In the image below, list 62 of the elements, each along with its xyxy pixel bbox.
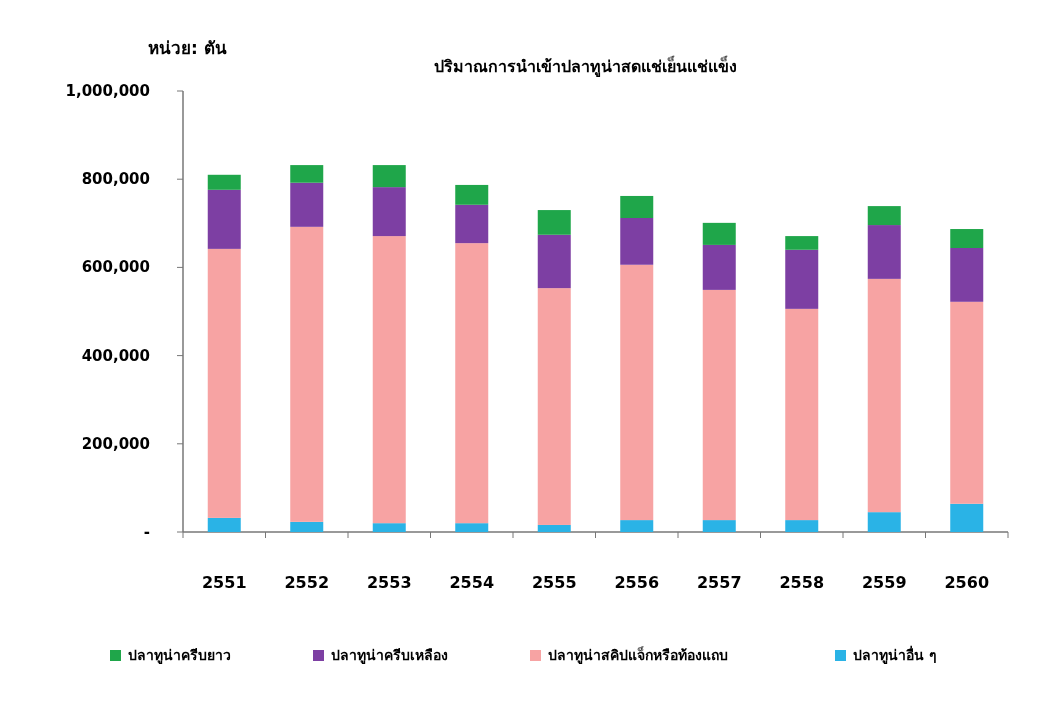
bar (785, 236, 819, 250)
bar (867, 512, 901, 532)
bar (537, 524, 571, 532)
bar (207, 517, 241, 532)
bar (950, 229, 984, 248)
x-tick-label: 2556 (614, 573, 660, 592)
bar (290, 182, 324, 227)
y-tick-label: 600,000 (81, 258, 150, 277)
bar (290, 165, 324, 183)
bar (372, 165, 406, 188)
bar (867, 225, 901, 279)
y-axis-title: หน่วย: ตัน (148, 38, 227, 58)
bar (372, 523, 406, 532)
bar (867, 278, 901, 513)
bar (702, 244, 736, 290)
bar (290, 521, 324, 532)
chart-title: ปริมาณการนำเข้าปลาทูน่าสดแช่เย็นแช่แข็ง (433, 55, 737, 78)
bar (455, 184, 489, 205)
x-tick-label: 2559 (861, 573, 907, 592)
y-tick-label: 800,000 (81, 170, 150, 189)
y-tick-label: - (143, 523, 150, 541)
x-tick-label: 2557 (696, 573, 742, 592)
bar (290, 226, 324, 522)
x-tick-label: 2555 (531, 573, 577, 592)
bar (950, 301, 984, 504)
x-tick-label: 2551 (201, 573, 247, 592)
bar (207, 248, 241, 518)
bar (950, 248, 984, 302)
bar (372, 236, 406, 524)
bar (620, 218, 654, 265)
bar (950, 503, 984, 532)
bar (702, 289, 736, 521)
bar (455, 243, 489, 524)
bar (785, 308, 819, 521)
bar (455, 523, 489, 532)
bar (455, 204, 489, 244)
x-tick-label: 2552 (284, 573, 330, 592)
bar (702, 520, 736, 532)
bar (372, 187, 406, 237)
bar (702, 222, 736, 245)
legend-label: ปลาทูน่าครีบเหลือง (331, 647, 448, 664)
bar (537, 288, 571, 525)
y-tick-label: 200,000 (81, 434, 150, 453)
legend-label: ปลาทูน่าครีบยาว (128, 647, 231, 664)
bar (537, 234, 571, 289)
x-tick-label: 2554 (449, 573, 495, 592)
bar (867, 206, 901, 226)
x-tick-label: 2553 (366, 573, 412, 592)
x-tick-label: 2560 (944, 573, 990, 592)
y-tick-label: 1,000,000 (65, 82, 150, 100)
bar (207, 174, 241, 190)
bar (620, 520, 654, 532)
x-tick-label: 2558 (779, 573, 825, 592)
bar (207, 189, 241, 249)
legend-label: ปลาทูน่าสคิปแจ็กหรือท้องแถบ (548, 646, 728, 664)
y-tick-label: 400,000 (81, 346, 150, 365)
bar (620, 195, 654, 219)
bar (785, 520, 819, 532)
bar (620, 264, 654, 521)
bar (785, 249, 819, 309)
legend-label: ปลาทูน่าอื่น ๆ (853, 645, 937, 664)
bar (537, 210, 571, 235)
